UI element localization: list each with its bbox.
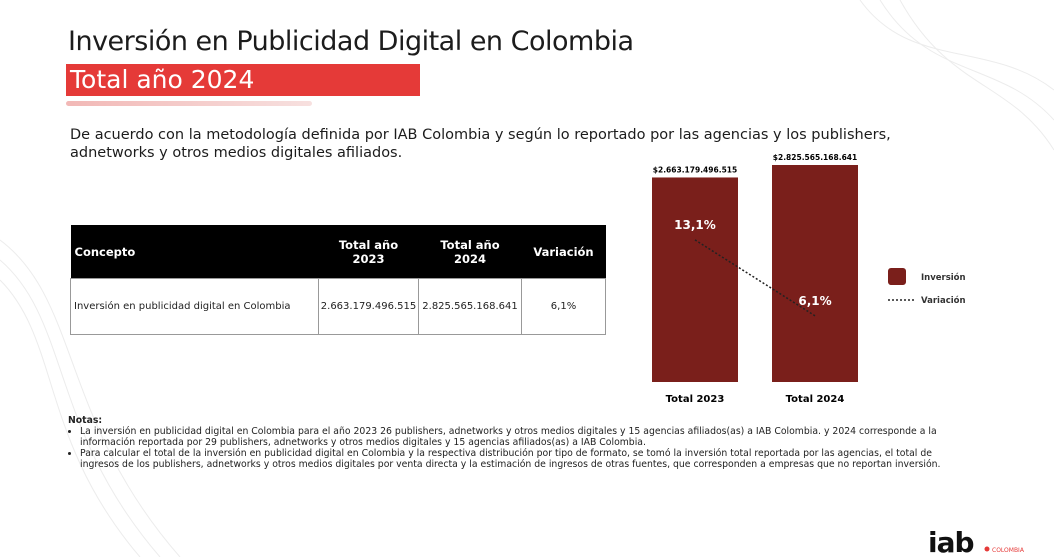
variation-label: 6,1% — [798, 294, 831, 308]
column-header: Total año 2023 — [318, 225, 419, 279]
title: Inversión en Publicidad Digital en Colom… — [68, 26, 634, 57]
x-tick-label: Total 2024 — [786, 394, 845, 405]
column-header: Concepto — [70, 225, 319, 279]
cell: Inversión en publicidad digital en Colom… — [70, 278, 319, 335]
cell: 2.825.565.168.641 — [418, 278, 522, 335]
logo-dot — [984, 546, 990, 552]
logo: iab — [928, 526, 975, 557]
cell: 2.663.179.496.515 — [318, 278, 419, 335]
bar — [652, 177, 738, 382]
note: Para calcular el total de la inversión e… — [80, 448, 968, 470]
legend-label: Variación — [921, 295, 966, 306]
intro: De acuerdo con la metodología definida p… — [70, 127, 891, 161]
column-header: Total año 2024 — [418, 225, 522, 279]
subtitle: Total año 2024 — [70, 65, 255, 94]
rule — [66, 101, 312, 106]
variation-label: 13,1% — [674, 218, 716, 232]
banner — [66, 64, 420, 96]
value-label: $2.825.565.168.641 — [773, 153, 857, 162]
value-label: $2.663.179.496.515 — [653, 165, 737, 174]
cell: 6,1% — [521, 278, 606, 335]
bar — [772, 165, 858, 382]
table: Concepto Total año 2023 Total año 2024 V… — [70, 225, 606, 335]
notes: Notas: La inversión en publicidad digita… — [68, 415, 968, 470]
legend-label: Inversión — [921, 272, 966, 283]
column-header: Variación — [521, 225, 606, 279]
x-tick-label: Total 2023 — [666, 394, 725, 405]
legend-swatch — [888, 268, 906, 285]
notes-title: Notas: — [68, 415, 103, 426]
note: La inversión en publicidad digital en Co… — [80, 426, 968, 448]
logo-sub: COLOMBIA — [992, 547, 1024, 554]
